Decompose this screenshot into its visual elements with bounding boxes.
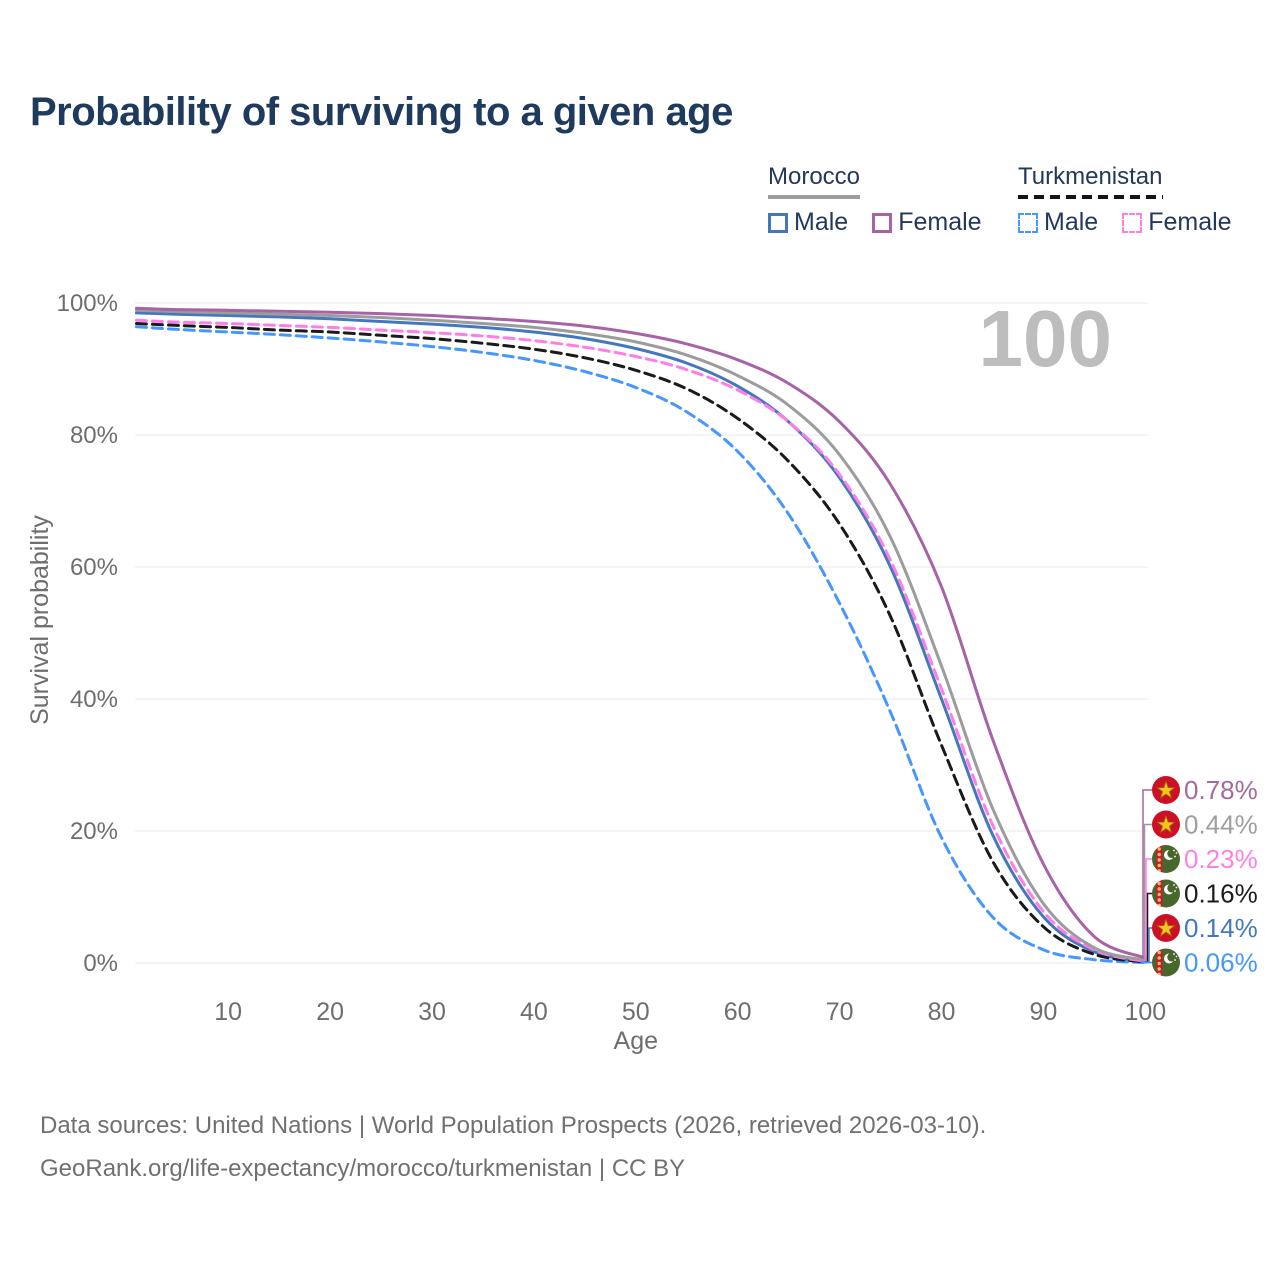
legend-item-turkmenistan-male[interactable]: Male: [1018, 208, 1098, 237]
legend-group-turkmenistan: Turkmenistan Male Female: [1018, 163, 1256, 237]
morocco-flag-icon: [1152, 810, 1180, 839]
legend-label-morocco-male: Male: [794, 208, 849, 236]
legend-label-turkmenistan-female: Female: [1148, 208, 1232, 236]
legend-item-morocco-male[interactable]: Male: [768, 208, 848, 237]
end-label-turkmenistan-male: 0.06%: [1184, 948, 1258, 978]
watermark-age: 100: [979, 294, 1112, 383]
x-tick-40: 40: [520, 998, 548, 1026]
footer: Data sources: United Nations | World Pop…: [40, 1104, 986, 1190]
series-line-turkmenistan-female[interactable]: [135, 318, 1147, 963]
y-tick-100%: 100%: [57, 290, 118, 317]
series-line-morocco-male[interactable]: [135, 311, 1147, 964]
series-line-morocco-female[interactable]: [135, 306, 1147, 960]
end-label-morocco-all: 0.44%: [1184, 810, 1258, 840]
y-axis-label: Survival probability: [26, 515, 54, 725]
legend-label-turkmenistan-male: Male: [1044, 208, 1099, 236]
y-tick-20%: 20%: [70, 818, 118, 845]
x-tick-20: 20: [316, 998, 344, 1026]
y-tick-80%: 80%: [70, 422, 118, 449]
turkmenistan-flag-icon: [1152, 879, 1180, 908]
series-line-turkmenistan-all[interactable]: [135, 322, 1147, 964]
legend-group-morocco: Morocco Male Female: [768, 163, 1006, 237]
morocco-flag-icon: [1152, 914, 1180, 942]
legend-swatch-morocco-male: [768, 212, 788, 233]
legend-label-morocco-female: Female: [898, 208, 982, 236]
x-tick-30: 30: [418, 998, 446, 1026]
turkmenistan-flag-icon: [1152, 948, 1180, 977]
x-tick-80: 80: [928, 998, 956, 1026]
x-tick-10: 10: [214, 998, 242, 1026]
turkmenistan-flag-icon: [1152, 845, 1180, 873]
leader-line-turkmenistan-female: [1145, 858, 1155, 963]
legend-item-morocco-female[interactable]: Female: [872, 208, 982, 237]
leader-line-morocco-all: [1143, 823, 1155, 961]
series-line-morocco-all[interactable]: [135, 308, 1147, 962]
legend-swatch-turkmenistan-male: [1018, 212, 1038, 233]
x-tick-70: 70: [826, 998, 854, 1026]
legend-header-turkmenistan: Turkmenistan: [1018, 163, 1163, 199]
y-tick-60%: 60%: [70, 554, 118, 581]
footer-data-sources: Data sources: United Nations | World Pop…: [40, 1112, 987, 1139]
end-label-turkmenistan-female: 0.23%: [1184, 844, 1258, 874]
series-line-turkmenistan-male[interactable]: [135, 325, 1147, 965]
y-tick-0%: 0%: [83, 950, 118, 977]
end-label-turkmenistan-all: 0.16%: [1184, 879, 1258, 909]
x-tick-100: 100: [1124, 998, 1166, 1026]
footer-attribution: GeoRank.org/life-expectancy/morocco/turk…: [40, 1155, 686, 1182]
x-tick-90: 90: [1029, 998, 1057, 1026]
end-label-morocco-male: 0.14%: [1184, 913, 1258, 943]
end-label-morocco-female: 0.78%: [1184, 775, 1258, 805]
morocco-flag-icon: [1152, 776, 1180, 804]
page-title: Probability of surviving to a given age: [30, 90, 733, 134]
x-tick-50: 50: [622, 998, 650, 1026]
legend-header-morocco: Morocco: [768, 163, 861, 199]
legend-swatch-turkmenistan-female: [1122, 212, 1143, 233]
x-tick-60: 60: [724, 998, 752, 1026]
y-tick-40%: 40%: [70, 686, 118, 713]
x-axis-label: Age: [614, 1027, 658, 1055]
legend-swatch-morocco-female: [872, 212, 893, 233]
legend-item-turkmenistan-female[interactable]: Female: [1122, 208, 1232, 237]
